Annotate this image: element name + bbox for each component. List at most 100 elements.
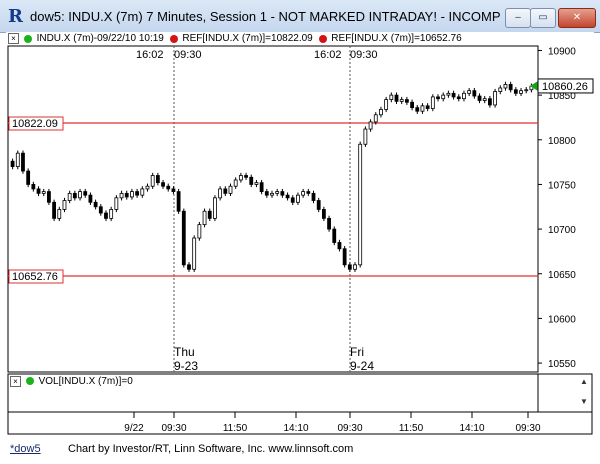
candle-body xyxy=(399,99,404,102)
candle-body xyxy=(316,200,321,210)
candle-body xyxy=(524,89,529,92)
candle-body xyxy=(202,210,207,226)
candle-body xyxy=(244,175,248,178)
candle-body xyxy=(482,98,487,101)
candle-body xyxy=(135,191,140,196)
time-tick-label: 9/22 xyxy=(124,423,144,434)
candle-body xyxy=(31,184,36,190)
candle-body xyxy=(10,160,15,167)
candle-body xyxy=(404,99,409,103)
candle-body xyxy=(150,175,155,187)
candle-body xyxy=(342,248,347,266)
candle-body xyxy=(368,121,373,130)
price-axis: 10900 10850 10800 10750 10700 10650 10600 10550 xyxy=(538,46,576,370)
candle-body xyxy=(187,264,191,270)
chart-tab[interactable]: *dow5 xyxy=(10,443,41,455)
candle-body xyxy=(47,191,51,203)
candle-body xyxy=(503,84,508,89)
candle-body xyxy=(285,194,290,199)
candle-body xyxy=(109,209,114,219)
candle-body xyxy=(218,188,223,199)
title-bar[interactable]: R dow5: INDU.X (7m) 7 Minutes, Session 1… xyxy=(0,0,600,33)
close-pane-icon[interactable]: × xyxy=(10,376,21,387)
candle-body xyxy=(337,242,342,250)
time-label: 09:30 xyxy=(174,49,202,61)
candle-body xyxy=(441,94,446,100)
candle-body xyxy=(513,89,518,94)
ref-legend-upper[interactable]: REF[INDU.X (7m)]=10822.09 xyxy=(182,33,313,44)
time-tick-label: 09:30 xyxy=(161,423,186,434)
candle-body xyxy=(264,191,269,196)
candle-body xyxy=(410,101,414,109)
candle-body xyxy=(72,192,77,199)
volume-legend-label[interactable]: VOL[INDU.X (7m)]=0 xyxy=(38,376,133,387)
investor-rt-app-icon[interactable]: R xyxy=(8,6,23,27)
candle-body xyxy=(233,179,238,187)
y-tick-label: 10600 xyxy=(548,314,576,325)
y-tick-label: 10550 xyxy=(548,359,576,370)
candle-body xyxy=(119,192,124,199)
candle-body xyxy=(192,237,197,270)
y-tick-label: 10800 xyxy=(548,136,576,147)
candle-body xyxy=(321,209,326,219)
time-tick-label: 14:10 xyxy=(459,423,484,434)
candle-body xyxy=(21,152,25,172)
time-tick-label: 14:10 xyxy=(283,423,308,434)
ref-label-box-lower xyxy=(8,269,64,284)
ref-legend-lower[interactable]: REF[INDU.X (7m)]=10652.76 xyxy=(331,33,462,44)
scroll-up-icon[interactable]: ▲ xyxy=(580,377,588,386)
candle-body xyxy=(171,188,176,192)
candle-body xyxy=(270,192,274,196)
candle-body xyxy=(62,200,67,210)
y-tick-label: 10700 xyxy=(548,225,576,236)
date-label: 9-24 xyxy=(350,359,374,373)
day-label: Thu xyxy=(174,345,195,359)
candle-body xyxy=(353,264,357,270)
candle-body xyxy=(462,92,466,100)
candle-body xyxy=(296,194,300,203)
last-price-marker-icon xyxy=(530,80,538,91)
candle-body xyxy=(373,114,378,123)
candle-body xyxy=(15,152,20,167)
volume-status-dot-icon xyxy=(25,377,34,386)
volume-pane[interactable] xyxy=(7,373,593,435)
candle-body xyxy=(223,188,228,194)
candle-body xyxy=(98,206,103,214)
candle-body xyxy=(347,264,352,270)
symbol-legend[interactable]: INDU.X (7m)-09/22/10 10:19 xyxy=(36,33,164,44)
close-pane-icon[interactable]: × xyxy=(8,33,19,44)
last-price-box xyxy=(537,78,594,94)
candle-body xyxy=(420,105,425,112)
day-label: Fri xyxy=(350,345,364,359)
candle-body xyxy=(238,175,243,181)
candle-body xyxy=(508,84,513,91)
time-label: 16:02 xyxy=(314,49,342,61)
time-tick-label: 09:30 xyxy=(515,423,540,434)
candle-body xyxy=(207,210,212,219)
candle-body xyxy=(394,94,399,102)
candle-body xyxy=(290,197,295,203)
credit-text: Chart by Investor/RT, Linn Software, Inc… xyxy=(68,443,354,455)
scroll-down-icon[interactable]: ▼ xyxy=(580,397,588,406)
maximize-button[interactable]: ▭ xyxy=(530,8,556,28)
ref-label-lower: 10652.76 xyxy=(12,271,58,283)
candle-body xyxy=(451,92,456,98)
candle-body xyxy=(26,170,31,185)
candle-body xyxy=(446,92,451,96)
candle-body xyxy=(311,192,316,201)
close-button[interactable]: ✕ xyxy=(558,8,596,28)
candle-body xyxy=(104,212,108,219)
volume-time-axis-ticks: 9/22 09:30 11:50 14:10 09:30 11:50 14:10 09:30 xyxy=(124,412,541,434)
candle-body xyxy=(124,192,129,198)
candle-body xyxy=(67,192,72,201)
ref-status-dot-icon xyxy=(169,34,178,43)
price-legend: × INDU.X (7m)-09/22/10 10:19 REF[INDU.X … xyxy=(8,32,542,45)
candle-body xyxy=(488,98,492,106)
candle-body xyxy=(332,228,337,243)
candle-body xyxy=(436,96,440,100)
candle-body xyxy=(472,90,477,97)
candle-body xyxy=(259,182,264,192)
window-title: dow5: INDU.X (7m) 7 Minutes, Session 1 -… xyxy=(30,9,500,24)
candle-body xyxy=(52,201,56,219)
